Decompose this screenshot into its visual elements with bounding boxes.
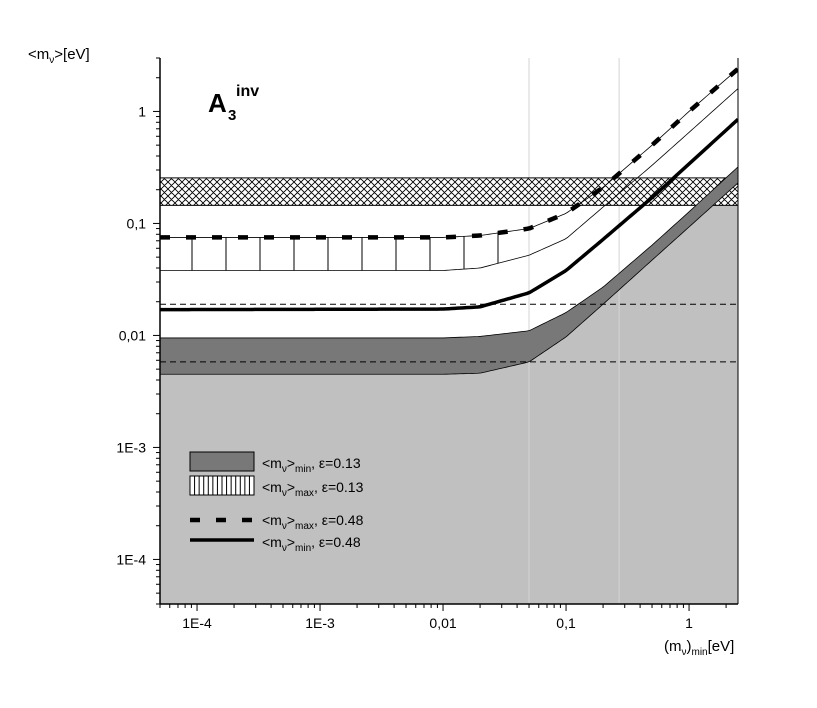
x-tick-label: 0,01 — [429, 615, 456, 631]
legend-label-part: ν — [282, 521, 287, 532]
x-axis-label: (mν)min[eV] — [664, 638, 735, 658]
legend-label-part: <m — [262, 455, 282, 471]
legend-label-part: , ε=0.13 — [311, 455, 361, 471]
legend-label: <mν>min, ε=0.48 — [262, 534, 361, 554]
legend-label-part: , ε=0.13 — [314, 479, 364, 495]
x-tick-label: 1E-4 — [182, 615, 212, 631]
series-min-048-line — [160, 118, 738, 312]
chart-title-subscript: 3 — [228, 107, 236, 124]
legend-label-part: ν — [282, 488, 287, 499]
legend-label-part: <m — [262, 512, 282, 528]
y-tick-label: 1E-3 — [116, 439, 146, 455]
y-tick-label: 1E-4 — [116, 551, 146, 567]
legend-label-part: <m — [262, 479, 282, 495]
y-axis-label: <mν>[eV] — [28, 46, 90, 66]
legend-label: <mν>max, ε=0.48 — [262, 512, 364, 532]
series-max-048-line — [160, 67, 738, 240]
x-tick-label: 0,1 — [556, 615, 576, 631]
legend-label: <mν>min, ε=0.13 — [262, 455, 361, 475]
crosshatch-band — [160, 177, 738, 206]
legend-label-part: ν — [282, 543, 287, 554]
legend-label-part: <m — [262, 534, 282, 550]
y-tick-label: 0,01 — [119, 327, 146, 343]
legend-label-part: min — [295, 543, 311, 554]
y-tick-label: 0,1 — [127, 215, 147, 231]
legend-label-part: > — [287, 512, 295, 528]
legend-label-part: , ε=0.48 — [311, 534, 361, 550]
y-tick-label: 1 — [138, 103, 146, 119]
series-max-013-lower — [160, 88, 738, 271]
series-min-013-band — [160, 166, 738, 375]
x-tick-label: 1 — [685, 615, 693, 631]
legend-label-part: > — [287, 479, 295, 495]
legend-label-part: ν — [282, 464, 287, 475]
legend-label-part: min — [295, 464, 311, 475]
legend-label-part: , ε=0.48 — [314, 512, 364, 528]
x-tick-label: 1E-3 — [305, 615, 335, 631]
legend-label-part: max — [295, 488, 314, 499]
legend-label-part: max — [295, 521, 314, 532]
legend-swatch-min-013 — [189, 451, 255, 472]
legend-label: <mν>max, ε=0.13 — [262, 479, 364, 499]
chart-title: A — [208, 88, 227, 118]
excluded-region — [160, 182, 738, 604]
chart-title-superscript: inv — [236, 83, 259, 100]
legend-label-part: > — [287, 455, 295, 471]
legend-label-part: > — [287, 534, 295, 550]
